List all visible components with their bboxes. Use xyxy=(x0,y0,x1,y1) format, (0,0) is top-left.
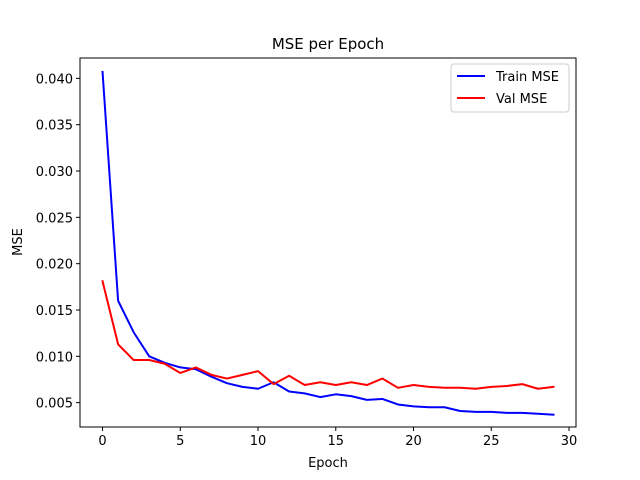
y-tick-label: 0.015 xyxy=(36,304,73,319)
y-tick-label: 0.005 xyxy=(36,397,73,412)
x-tick-label: 10 xyxy=(250,434,267,449)
series-line-val-mse xyxy=(101,280,555,390)
x-tick-label: 15 xyxy=(328,434,345,449)
legend-label: Train MSE xyxy=(495,70,559,85)
series-line-train-mse xyxy=(101,70,555,416)
x-axis-label: Epoch xyxy=(308,456,348,471)
x-tick-label: 0 xyxy=(98,434,106,449)
chart-title: MSE per Epoch xyxy=(272,35,384,53)
plot-frame xyxy=(79,57,577,428)
x-axis: 0 5 10 15 20 25 30 xyxy=(98,427,577,449)
x-tick-label: 5 xyxy=(176,434,184,449)
legend: Train MSE Val MSE xyxy=(450,63,570,113)
y-tick-label: 0.040 xyxy=(36,72,73,87)
y-axis: 0.005 0.010 0.015 0.020 0.025 0.030 0.035 0.040 xyxy=(36,72,80,412)
x-tick-label: 25 xyxy=(483,434,500,449)
legend-label: Val MSE xyxy=(496,92,547,107)
x-tick-label: 30 xyxy=(561,434,578,449)
plot-lines xyxy=(101,70,555,416)
y-tick-label: 0.010 xyxy=(36,350,73,365)
x-tick-label: 20 xyxy=(405,434,422,449)
y-tick-label: 0.025 xyxy=(36,211,73,226)
y-axis-label: MSE xyxy=(11,228,26,256)
y-tick-label: 0.030 xyxy=(36,165,73,180)
y-tick-label: 0.020 xyxy=(36,258,73,273)
y-tick-label: 0.035 xyxy=(36,119,73,134)
